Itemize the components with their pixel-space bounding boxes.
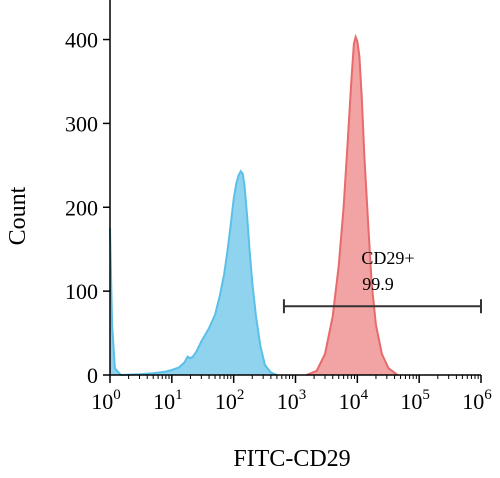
labels-layer: FITC-CD29 Count [5, 186, 351, 472]
histogram-series-layer [109, 33, 399, 377]
y-tick-label: 400 [65, 28, 98, 53]
gate-label: CD29+ [361, 248, 414, 268]
series-2-area [306, 37, 398, 375]
x-tick-label: 106 [462, 387, 492, 414]
x-axis-title: FITC-CD29 [233, 446, 350, 472]
x-tick-label: 103 [277, 387, 307, 414]
series-1-area [110, 171, 277, 375]
x-tick-label: 102 [215, 387, 245, 414]
y-tick-label: 300 [65, 111, 98, 136]
x-tick-label: 104 [339, 387, 369, 414]
gate-layer: CD29+ 99.9 [282, 248, 482, 314]
y-tick-label: 0 [87, 363, 98, 388]
gate-value: 99.9 [362, 274, 394, 294]
y-axis-title: Count [5, 186, 31, 245]
y-tick-label: 100 [65, 279, 98, 304]
x-tick-label: 100 [91, 387, 121, 414]
series-2-line [306, 33, 399, 376]
y-tick-label: 200 [65, 195, 98, 220]
x-tick-label: 105 [400, 387, 430, 414]
x-tick-label: 101 [153, 387, 183, 414]
series-1-line [109, 169, 278, 377]
